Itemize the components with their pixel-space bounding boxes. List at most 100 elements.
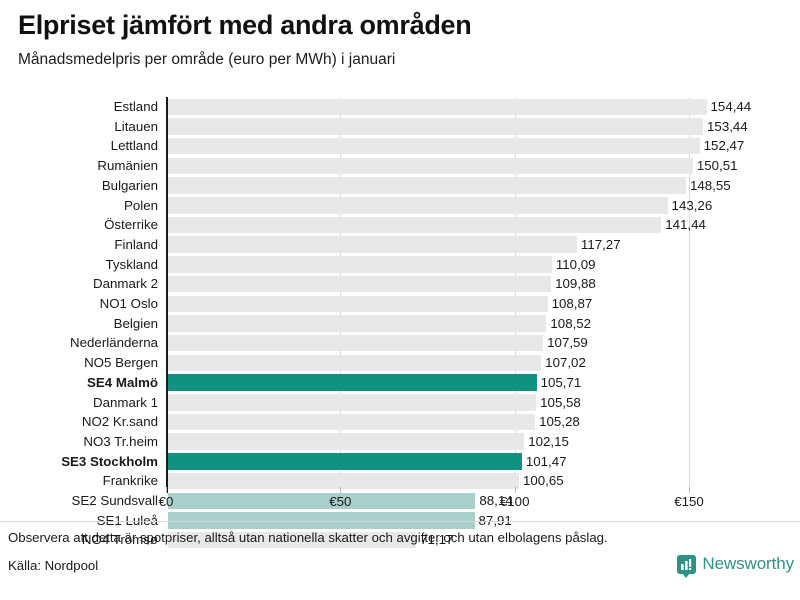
bar-track — [168, 334, 544, 352]
bar-track — [168, 256, 552, 273]
bar-row-label: SE1 Luleå — [96, 512, 158, 528]
bar[interactable] — [168, 137, 700, 155]
bar[interactable] — [168, 334, 544, 352]
bar[interactable] — [168, 354, 542, 372]
bar[interactable] — [168, 531, 417, 549]
bar[interactable] — [168, 413, 536, 431]
bar[interactable] — [168, 472, 519, 490]
bar-value-label: 102,15 — [528, 433, 569, 449]
bar-value-label: 152,47 — [703, 138, 745, 154]
bar-value-label: 100,65 — [522, 473, 564, 489]
bar-value-label: 154,44 — [710, 99, 752, 114]
bar-row-label: NO1 Oslo — [99, 296, 158, 311]
chart-subtitle: Månadsmedelpris per område (euro per MWh… — [18, 51, 396, 69]
brand-name: Newsworthy — [702, 554, 794, 573]
bar-row-label: Österrike — [104, 217, 158, 233]
bar-row-label: NO5 Bergen — [84, 355, 158, 371]
bar[interactable] — [168, 512, 475, 529]
bar-track — [168, 394, 537, 411]
bar[interactable] — [168, 394, 537, 411]
x-tick-mark — [340, 487, 342, 493]
bar-value-label: 88,14 — [479, 493, 513, 508]
bar-row-label: Frankrike — [102, 473, 158, 489]
bar-value-label: 107,02 — [545, 355, 586, 371]
bar[interactable] — [168, 275, 552, 293]
bar-row: NO3 Tr.heim 102,15 — [0, 432, 800, 452]
bar-row: Rumänien 150,51 — [0, 156, 800, 176]
bar-row-label: NO2 Kr.sand — [81, 414, 158, 430]
bar-chart-icon — [677, 554, 697, 578]
bar-row: Österrike 141,44 — [0, 215, 800, 235]
bar[interactable] — [168, 177, 686, 194]
bar-value-label: 107,59 — [547, 335, 588, 351]
bar-value-label: 105,71 — [540, 374, 582, 390]
bar[interactable] — [168, 118, 704, 135]
bar-value-label: 87,91 — [478, 512, 512, 528]
bar-row-label: Estland — [113, 99, 158, 114]
bar[interactable] — [168, 433, 525, 450]
bar-track — [168, 315, 547, 332]
bar-row-label: Danmark 1 — [92, 394, 158, 410]
bar-row-label: SE2 Sundsvall — [71, 493, 158, 508]
bar-track — [168, 413, 536, 431]
plot-inner: Estland 154,44 Litauen 153,44 Lettland 152,47… — [0, 92, 800, 549]
bar-row: Litauen 153,44 — [0, 117, 800, 137]
bar-row: Bulgarien 148,55 — [0, 176, 800, 196]
bar-value-label: 108,52 — [550, 315, 592, 331]
bar[interactable] — [168, 157, 693, 175]
bar-track — [168, 453, 522, 470]
chart-header: Elpriset jämfört med andra områden Månad… — [0, 0, 800, 70]
bar-value-label: 105,58 — [540, 394, 581, 410]
bar[interactable] — [168, 295, 548, 313]
newsworthy-logo[interactable]: Newsworthy — [677, 554, 794, 578]
bar-track — [168, 512, 475, 529]
page-title: Elpriset jämfört med andra områden — [18, 10, 472, 40]
bar-row-label: NO3 Tr.heim — [83, 433, 158, 449]
bar-row-label: Rumänien — [97, 158, 158, 174]
chart-footer: Observera att detta är spotpriser, allts… — [0, 521, 800, 600]
bar-track — [168, 354, 542, 372]
bar-row-label: NO4 Tromsø — [81, 532, 158, 548]
y-axis-line — [166, 97, 168, 493]
bar-row: NO1 Oslo 108,87 — [0, 294, 800, 314]
bar[interactable] — [168, 236, 577, 253]
bar-track — [168, 118, 704, 135]
bar[interactable] — [168, 197, 668, 214]
bar-row: Frankrike 100,65 — [0, 471, 800, 491]
bar-row: Estland 154,44 — [0, 97, 800, 117]
bar-track — [168, 216, 662, 234]
bar[interactable] — [168, 374, 537, 391]
bar-track — [168, 472, 519, 490]
bar-row: NO5 Bergen 107,02 — [0, 353, 800, 373]
bar[interactable] — [168, 492, 476, 510]
bar-track — [168, 157, 693, 175]
x-tick-mark — [514, 487, 516, 493]
bar-track — [168, 433, 525, 450]
bar-value-label: 153,44 — [707, 118, 748, 134]
x-tick-mark — [689, 487, 691, 493]
bar-row: Finland 117,27 — [0, 235, 800, 255]
bar-row: Lettland 152,47 — [0, 136, 800, 156]
bar-row: Danmark 2 109,88 — [0, 274, 800, 294]
bar-row-label: Nederländerna — [70, 335, 158, 351]
bar-track — [168, 492, 476, 510]
bar[interactable] — [168, 256, 552, 273]
bar-chart: Estland 154,44 Litauen 153,44 Lettland 152,47… — [0, 92, 800, 549]
bar[interactable] — [168, 216, 662, 234]
bar-track — [168, 295, 548, 313]
bar[interactable] — [168, 315, 547, 332]
bar-row-label: Tyskland — [105, 256, 158, 272]
bar-row: NO4 Tromsø 71,17 — [0, 530, 800, 550]
bar-track — [168, 137, 700, 155]
bar-track — [168, 236, 577, 253]
bar-track — [168, 531, 417, 549]
bar-row: NO2 Kr.sand 105,28 — [0, 412, 800, 432]
bar-value-label: 150,51 — [696, 158, 738, 174]
bar-row-label: Danmark 2 — [92, 276, 158, 292]
bar-track — [168, 98, 707, 116]
gridline — [340, 97, 342, 493]
bar-row: Polen 143,26 — [0, 196, 800, 216]
x-tick-label: €0 — [158, 494, 174, 509]
bar[interactable] — [168, 98, 707, 116]
bar[interactable] — [168, 453, 522, 470]
